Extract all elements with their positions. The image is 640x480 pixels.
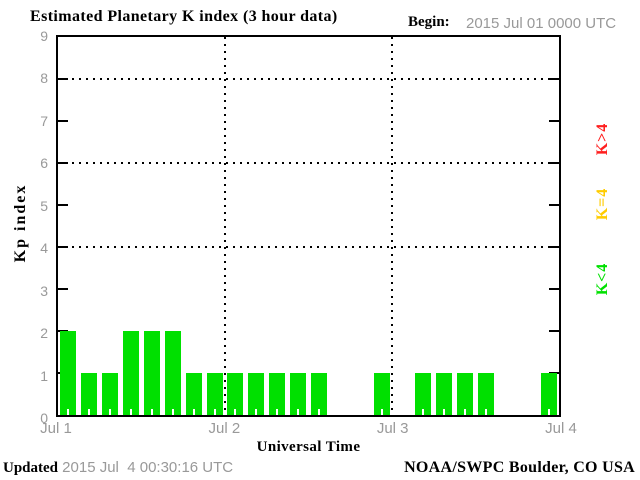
x-tick-label: Jul 2	[208, 420, 241, 437]
updated-timestamp: 2015 Jul 4 00:30:16 UTC	[58, 459, 234, 476]
gridline-day-boundary	[391, 37, 393, 415]
kp-bar	[457, 373, 474, 415]
bar-bottom-tick-notch	[88, 409, 91, 415]
y-tick-label: 2	[40, 325, 48, 342]
y-tick-label: 1	[40, 367, 48, 384]
kp-bar	[373, 373, 390, 415]
y-tick-label: 9	[40, 28, 48, 44]
kp-bar	[123, 331, 140, 415]
legend-k-gt-4: K>4	[594, 122, 611, 156]
kp-bar	[269, 373, 286, 415]
updated-line: Updated 2015 Jul 4 00:30:16 UTC	[3, 459, 233, 477]
y-tick-mark	[58, 78, 68, 80]
bar-bottom-tick-notch	[422, 409, 425, 415]
kp-bar	[60, 331, 77, 415]
gridline-horizontal	[58, 246, 559, 248]
chart-title: Estimated Planetary K index (3 hour data…	[30, 8, 338, 25]
bar-bottom-tick-notch	[255, 409, 258, 415]
bar-bottom-tick-notch	[547, 409, 550, 415]
bar-bottom-tick-notch	[192, 409, 195, 415]
y-tick-mark	[549, 330, 559, 332]
bar-bottom-tick-notch	[276, 409, 279, 415]
legend-k-lt-4: K<4	[594, 262, 611, 296]
y-tick-mark	[549, 288, 559, 290]
x-tick-label: Jul 4	[545, 420, 577, 437]
y-tick-mark	[58, 204, 68, 206]
y-tick-label: 6	[40, 155, 48, 172]
credit-text: NOAA/SWPC Boulder, CO USA	[404, 459, 635, 476]
y-tick-label: 8	[40, 70, 48, 87]
begin-label: Begin:	[408, 14, 450, 30]
bar-bottom-tick-notch	[130, 409, 133, 415]
y-tick-label: 5	[40, 197, 48, 214]
x-tick-label: Jul 3	[376, 420, 409, 437]
y-tick-mark	[549, 78, 559, 80]
plot-area	[56, 35, 561, 417]
kp-bar	[102, 373, 119, 415]
y-tick-mark	[58, 246, 68, 248]
kp-bar	[477, 373, 494, 415]
bar-bottom-tick-notch	[150, 409, 153, 415]
y-tick-mark	[549, 246, 559, 248]
kp-bar	[185, 373, 202, 415]
y-tick-label: 4	[40, 240, 48, 257]
bar-bottom-tick-notch	[464, 409, 467, 415]
bar-bottom-tick-notch	[297, 409, 300, 415]
y-tick-mark	[549, 120, 559, 122]
x-tick-label: Jul 1	[40, 420, 72, 437]
begin-timestamp: 2015 Jul 01 0000 UTC	[466, 15, 617, 32]
kp-bar	[248, 373, 265, 415]
kp-bar	[143, 331, 160, 415]
kp-bar	[436, 373, 453, 415]
kp-bar	[81, 373, 98, 415]
bar-bottom-tick-notch	[67, 409, 70, 415]
x-axis-title: Universal Time	[256, 439, 361, 455]
y-tick-mark	[58, 288, 68, 290]
bar-bottom-tick-notch	[234, 409, 237, 415]
kp-bar	[164, 331, 181, 415]
gridline-day-boundary	[224, 37, 226, 415]
gridline-horizontal	[58, 78, 559, 80]
kp-bar	[290, 373, 307, 415]
kp-bar	[206, 373, 223, 415]
bar-bottom-tick-notch	[484, 409, 487, 415]
bar-bottom-tick-notch	[109, 409, 112, 415]
bar-bottom-tick-notch	[213, 409, 216, 415]
y-tick-label: 3	[40, 282, 48, 299]
y-tick-mark	[549, 162, 559, 164]
kp-bar	[540, 373, 557, 415]
legend-k-eq-4: K=4	[594, 187, 611, 221]
updated-label: Updated	[3, 460, 59, 476]
y-tick-mark	[549, 204, 559, 206]
kp-bar	[227, 373, 244, 415]
kp-bar	[415, 373, 432, 415]
bar-bottom-tick-notch	[380, 409, 383, 415]
y-tick-mark	[58, 162, 68, 164]
y-tick-label: 0	[40, 410, 48, 426]
y-tick-label: 7	[40, 112, 48, 129]
bar-bottom-tick-notch	[443, 409, 446, 415]
y-tick-mark	[58, 120, 68, 122]
gridline-horizontal	[58, 162, 559, 164]
kp-bar	[310, 373, 327, 415]
bar-bottom-tick-notch	[317, 409, 320, 415]
bar-bottom-tick-notch	[171, 409, 174, 415]
